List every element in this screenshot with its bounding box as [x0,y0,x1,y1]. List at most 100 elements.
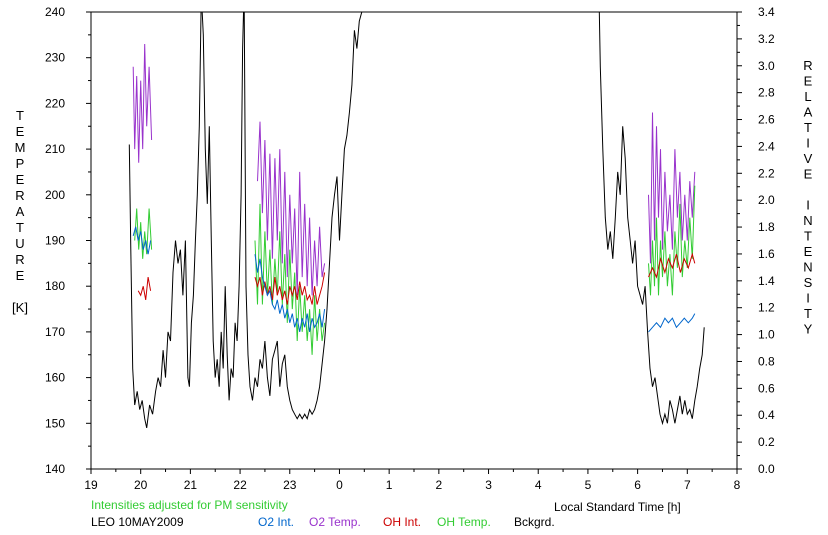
series-line [132,43,153,163]
y-left-label-letter: A [16,204,25,219]
y-right-tick-label: 2.2 [758,166,775,180]
y-right-label-letter: L [804,89,811,104]
y-left-tick-label: 170 [45,325,65,339]
y-right-tick-label: 1.8 [758,220,775,234]
y-right-label-letter: T [804,120,812,135]
x-tick-label: 4 [535,478,542,492]
y-right-tick-label: 3.0 [758,59,775,73]
y-right-tick-label: 2.0 [758,193,775,207]
x-tick-label: 21 [184,478,198,492]
y-left-label-letter: T [16,220,24,235]
x-axis-label: Local Standard Time [h] [554,500,681,514]
y-right-label-letter: E [804,74,813,89]
y-right-tick-label: 0.4 [758,408,775,422]
y-right-tick-label: 2.4 [758,139,775,153]
y-right-label-letter: R [803,58,812,73]
legend-item: OH Temp. [437,515,491,529]
chart-series [128,12,705,429]
x-tick-label: 7 [684,478,691,492]
chart-axes: 19 20 21 22 23 0 1 2 3 4 5 6 7 8140150160170180190200… [45,5,775,492]
y-right-tick-label: 0.2 [758,435,775,449]
y-left-label-letter: R [15,252,24,267]
y-left-label-letter: M [15,140,26,155]
series-line [648,185,696,296]
y-right-label-letter: E [804,167,813,182]
y-right-tick-label: 0.6 [758,381,775,395]
legend-item: O2 Int. [258,515,294,529]
legend-item: Bckgrd. [514,515,555,529]
y-right-label-letter: E [804,244,813,259]
y-right-label-letter: N [803,260,812,275]
y-left-tick-label: 200 [45,188,65,202]
y-left-tick-label: 160 [45,371,65,385]
x-tick-label: 22 [233,478,247,492]
y-left-tick-label: 240 [45,5,65,19]
y-right-tick-label: 1.4 [758,274,775,288]
y-right-label-letter: T [804,306,812,321]
series-line [648,252,696,279]
y-left-tick-label: 230 [45,51,65,65]
series-bckgrd [128,12,705,429]
y-left-label-letter: P [16,156,25,171]
series-line [648,313,696,333]
series-line [134,208,153,259]
y-left-label-letter: [K] [12,300,28,315]
y-right-tick-label: 1.6 [758,247,775,261]
y-right-tick-label: 2.6 [758,113,775,127]
y-right-label-letter: N [803,213,812,228]
y-right-label-letter: I [806,291,810,306]
y-right-tick-label: 3.4 [758,5,775,19]
y-left-tick-label: 220 [45,96,65,110]
y-left-label-letter: E [16,124,25,139]
y-left-tick-label: 210 [45,142,65,156]
x-tick-label: 19 [84,478,98,492]
x-tick-label: 6 [634,478,641,492]
y-left-tick-label: 140 [45,462,65,476]
legend-item: OH Int. [383,515,421,529]
x-tick-label: 2 [436,478,443,492]
series-o2-temp [132,43,696,296]
legend-note: Intensities adjusted for PM sensitivity [91,498,288,512]
legend-station: LEO 10MAY2009 [91,515,184,529]
y-left-tick-label: 180 [45,279,65,293]
y-left-label-letter: E [16,172,25,187]
x-tick-label: 23 [283,478,297,492]
y-left-label-letter: R [15,188,24,203]
y-right-tick-label: 2.8 [758,86,775,100]
y-right-tick-label: 0.8 [758,354,775,368]
series-line [132,226,152,255]
y-right-label-letter: V [804,151,813,166]
x-tick-label: 3 [485,478,492,492]
y-left-tick-label: 150 [45,416,65,430]
y-left-label-letter: U [15,236,24,251]
series-oh-int [137,252,696,305]
series-oh-temp [134,185,696,355]
series-line [254,203,326,355]
y-right-tick-label: 0.0 [758,462,775,476]
series-line [254,254,326,332]
x-tick-label: 8 [734,478,741,492]
y-right-label-letter: I [806,198,810,213]
legend-item: O2 Temp. [309,515,361,529]
y-right-tick-label: 1.0 [758,328,775,342]
y-right-tick-label: 1.2 [758,301,775,315]
y-left-label-letter: T [16,108,24,123]
y-right-label-letter: I [806,136,810,151]
y-right-tick-label: 3.2 [758,32,775,46]
series-line [137,277,152,300]
x-tick-label: 20 [134,478,148,492]
chart-legend: Intensities adjusted for PM sensitivity … [91,498,555,529]
x-tick-label: 1 [386,478,393,492]
series-line [598,12,705,426]
series-line [648,112,696,264]
x-tick-label: 5 [585,478,592,492]
y-right-label-letter: Y [804,322,813,337]
y-left-label-letter: E [16,268,25,283]
series-line [257,121,326,296]
series-line [128,12,363,429]
series-o2-int [132,226,696,333]
y-right-label-letter: T [804,229,812,244]
y-right-label-letter: A [804,105,813,120]
